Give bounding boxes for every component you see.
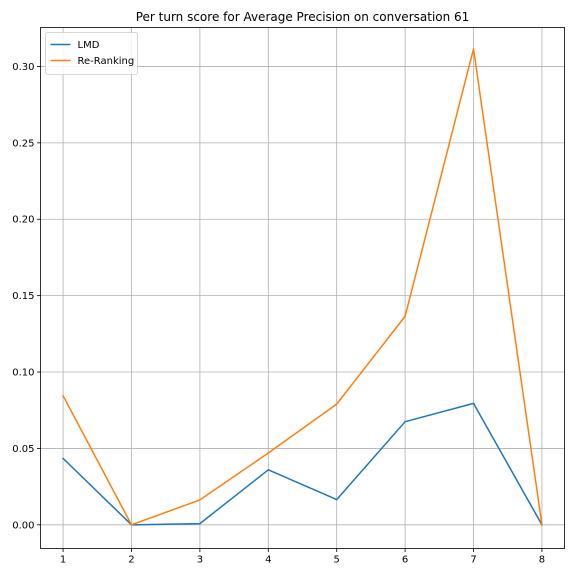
- x-tick-label: 4: [265, 555, 271, 566]
- y-tick-label: 0.00: [12, 520, 34, 531]
- x-tick-label: 7: [470, 555, 476, 566]
- x-tick-label: 1: [60, 555, 66, 566]
- y-tick-label: 0.20: [12, 215, 34, 226]
- legend-label-lmd: LMD: [78, 40, 100, 51]
- legend: LMD Re-Ranking: [45, 32, 138, 75]
- y-tick-label: 0.25: [12, 138, 34, 149]
- x-tick-label: 8: [539, 555, 545, 566]
- legend-label-re-ranking: Re-Ranking: [78, 56, 135, 67]
- y-tick-label: 0.05: [12, 444, 34, 455]
- y-tick-label: 0.15: [12, 291, 34, 302]
- grid-lines: [40, 27, 565, 549]
- series-line-re-ranking: [62, 48, 543, 526]
- series-line-lmd: [62, 402, 543, 526]
- x-tick-label: 5: [334, 555, 340, 566]
- axes: 1 2 3 4 5 6 7 8 0.00 0.05 0.10 0.15 0.20 0.25 0.30: [12, 27, 565, 566]
- chart-title: Per turn score for Average Precision on …: [136, 10, 470, 24]
- axes-frame: [40, 27, 565, 549]
- series-lines: [62, 48, 543, 526]
- plot-area: 1 2 3 4 5 6 7 8 0.00 0.05 0.10 0.15 0.20 0.25 0.30 LMD R…: [12, 27, 565, 566]
- x-tick-label: 6: [402, 555, 408, 566]
- x-tick-label: 2: [128, 555, 134, 566]
- y-tick-label: 0.10: [12, 368, 34, 379]
- legend-box: [45, 32, 138, 75]
- x-tick-label: 3: [197, 555, 203, 566]
- y-tick-label: 0.30: [12, 62, 34, 73]
